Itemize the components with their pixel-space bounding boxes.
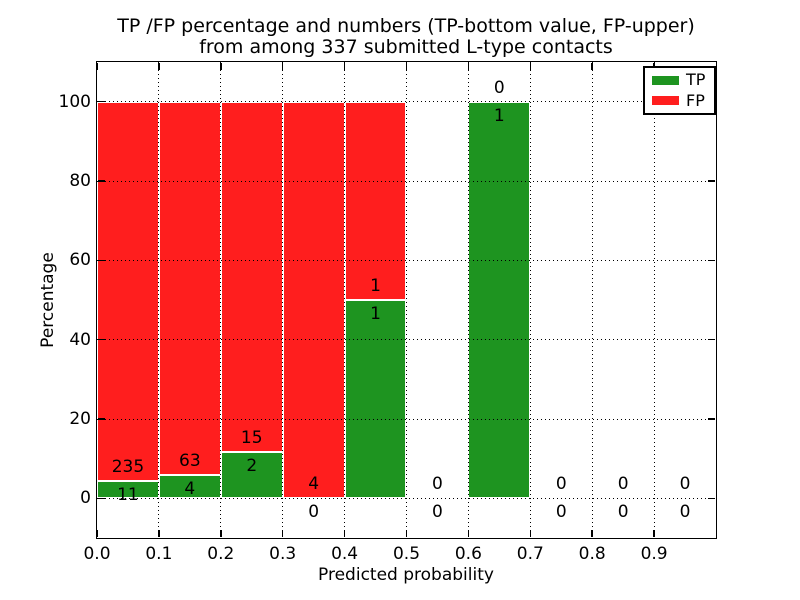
x-tick-label: 0.4 bbox=[331, 544, 359, 564]
fp-count-label: 63 bbox=[179, 450, 201, 471]
y-tick-mark bbox=[98, 497, 105, 500]
y-tick-mark bbox=[98, 259, 105, 262]
fp-bar-segment bbox=[282, 101, 345, 499]
x-tick-mark-top bbox=[467, 63, 470, 70]
fp-count-label: 235 bbox=[111, 456, 145, 477]
tp-count-label: 1 bbox=[370, 304, 381, 324]
tp-count-label: 11 bbox=[117, 484, 139, 505]
x-gridline bbox=[529, 62, 531, 538]
tp-count-label: 0 bbox=[308, 502, 320, 523]
y-tick-label: 40 bbox=[69, 329, 91, 350]
x-tick-mark bbox=[467, 530, 470, 537]
x-tick-mark bbox=[220, 530, 222, 537]
x-tick-label: 0.0 bbox=[83, 544, 111, 564]
fp-bar-segment bbox=[344, 101, 407, 300]
x-gridline bbox=[282, 62, 284, 538]
y-tick-label: 100 bbox=[58, 91, 91, 112]
y-tick-mark bbox=[98, 180, 105, 182]
fp-legend-label: FP bbox=[686, 90, 705, 110]
x-tick-mark-top bbox=[343, 63, 346, 70]
tp-count-label: 1 bbox=[493, 105, 505, 126]
x-tick-mark-top bbox=[405, 63, 408, 70]
y-tick-mark-right bbox=[708, 497, 715, 500]
x-tick-label: 0.8 bbox=[578, 544, 606, 564]
tp-legend-swatch bbox=[652, 75, 679, 85]
x-gridline bbox=[467, 62, 469, 538]
legend-entry-fp: FP bbox=[652, 90, 707, 110]
tp-bar-segment bbox=[468, 101, 531, 499]
x-tick-mark bbox=[96, 530, 98, 537]
x-tick-mark-top bbox=[158, 63, 160, 70]
x-tick-mark-top bbox=[96, 63, 98, 70]
fp-legend-swatch bbox=[652, 96, 679, 106]
x-tick-label: 0.3 bbox=[269, 544, 297, 564]
x-tick-label: 0.1 bbox=[145, 544, 173, 564]
x-gridline bbox=[653, 62, 655, 538]
fp-count-label: 15 bbox=[240, 427, 263, 448]
x-tick-mark-top bbox=[529, 63, 532, 70]
y-tick-mark bbox=[98, 338, 105, 341]
chart-title-line2: from among 337 submitted L-type contacts bbox=[199, 36, 613, 58]
x-tick-mark-top bbox=[281, 63, 284, 70]
legend-entry-tp: TP bbox=[652, 71, 707, 89]
x-tick-mark bbox=[653, 530, 655, 537]
x-gridline bbox=[220, 62, 222, 538]
x-tick-label: 0.5 bbox=[392, 544, 421, 564]
fp-bar-segment bbox=[220, 101, 283, 452]
fp-count-label: 4 bbox=[308, 474, 320, 495]
tp-count-label: 0 bbox=[432, 502, 443, 523]
legend: TP FP bbox=[643, 66, 716, 115]
x-axis-label: Predicted probability bbox=[318, 565, 494, 585]
y-tick-mark-right bbox=[708, 259, 715, 262]
fp-count-label: 0 bbox=[493, 77, 505, 98]
x-tick-mark-top bbox=[591, 63, 593, 70]
tp-legend-label: TP bbox=[686, 70, 706, 90]
fp-count-label: 0 bbox=[432, 474, 443, 495]
y-tick-mark bbox=[98, 418, 105, 420]
fp-bar-segment bbox=[97, 101, 159, 481]
x-tick-label: 0.7 bbox=[516, 544, 544, 564]
tp-count-label: 4 bbox=[184, 478, 196, 499]
tp-count-label: 0 bbox=[555, 502, 567, 523]
tp-bar-segment bbox=[344, 300, 407, 499]
chart-title-line1: TP /FP percentage and numbers (TP-bottom… bbox=[117, 15, 695, 37]
fp-count-label: 1 bbox=[370, 276, 381, 296]
tp-count-label: 0 bbox=[679, 502, 691, 523]
fp-count-label: 0 bbox=[555, 474, 567, 495]
y-tick-label: 20 bbox=[69, 409, 91, 429]
x-tick-label: 0.6 bbox=[454, 544, 482, 564]
x-tick-mark bbox=[343, 530, 346, 537]
x-gridline bbox=[158, 62, 160, 538]
y-tick-label: 60 bbox=[69, 250, 91, 271]
tp-count-label: 2 bbox=[246, 455, 258, 476]
x-tick-mark bbox=[405, 530, 408, 537]
y-tick-mark-right bbox=[708, 180, 715, 182]
fp-count-label: 0 bbox=[679, 474, 691, 495]
x-tick-mark bbox=[158, 530, 160, 537]
fp-bar-segment bbox=[158, 101, 221, 475]
x-tick-label: 0.2 bbox=[207, 544, 235, 564]
fp-count-label: 0 bbox=[617, 474, 629, 495]
x-tick-mark bbox=[591, 530, 593, 537]
x-tick-mark bbox=[281, 530, 284, 537]
x-tick-mark bbox=[529, 530, 532, 537]
y-tick-label: 80 bbox=[69, 171, 91, 191]
x-tick-label: 0.9 bbox=[640, 544, 668, 564]
y-tick-mark-right bbox=[708, 418, 715, 420]
x-gridline bbox=[344, 62, 346, 538]
x-gridline bbox=[591, 62, 593, 538]
y-tick-mark-right bbox=[708, 338, 715, 341]
x-tick-mark-top bbox=[220, 63, 222, 70]
y-tick-mark bbox=[98, 100, 105, 103]
tp-count-label: 0 bbox=[617, 502, 629, 523]
x-gridline bbox=[406, 62, 407, 538]
y-tick-label: 0 bbox=[80, 488, 91, 509]
